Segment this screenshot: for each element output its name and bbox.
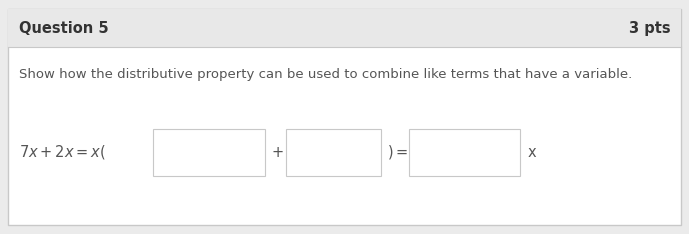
FancyBboxPatch shape — [153, 129, 265, 176]
FancyBboxPatch shape — [409, 129, 520, 176]
FancyBboxPatch shape — [8, 9, 681, 47]
Text: Show how the distributive property can be used to combine like terms that have a: Show how the distributive property can b… — [19, 68, 632, 81]
Text: $7x + 2x = \mathit{x}($: $7x + 2x = \mathit{x}($ — [19, 143, 105, 161]
FancyBboxPatch shape — [286, 129, 381, 176]
Text: Question 5: Question 5 — [19, 21, 108, 36]
Text: +: + — [271, 145, 284, 160]
Text: $) =$: $) =$ — [387, 143, 408, 161]
Text: 3 pts: 3 pts — [629, 21, 670, 36]
Text: x: x — [527, 145, 536, 160]
FancyBboxPatch shape — [8, 9, 681, 225]
